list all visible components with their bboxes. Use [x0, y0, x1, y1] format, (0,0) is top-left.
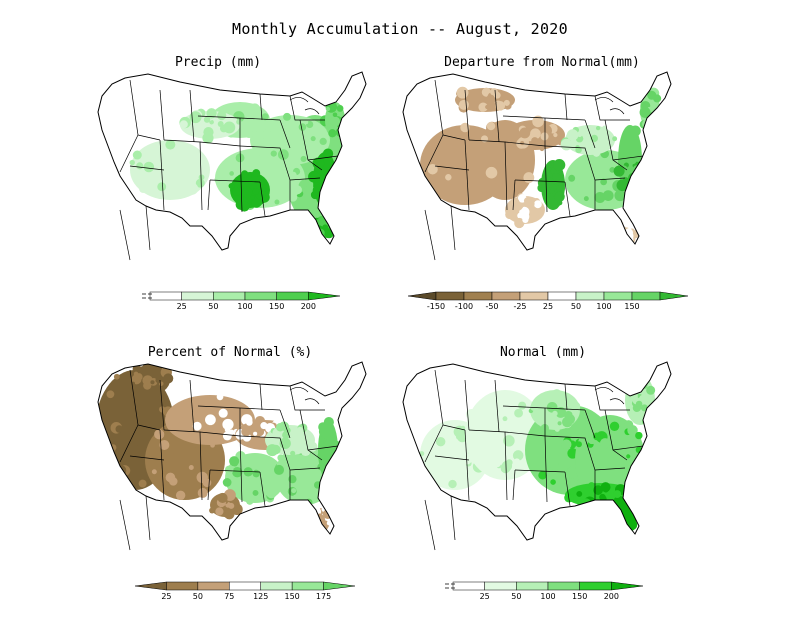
panel-title-normal: Normal (mm) — [499, 345, 587, 360]
normal-colorbar-swatch — [611, 581, 644, 591]
normal-colorbar-tick: 50 — [511, 592, 521, 601]
departure-state-borders — [424, 79, 644, 217]
precip-colorbar-swatch — [213, 291, 246, 301]
precip-colorbar-swatch — [308, 291, 341, 301]
figure-title: Monthly Accumulation -- August, 2020 — [232, 20, 568, 38]
normal-colorbar: 25 50 100 150 200 — [445, 581, 644, 601]
precip-colorbar-tick: 25 — [177, 302, 187, 311]
precip-colorbar-tick: 200 — [301, 302, 316, 311]
percent-map — [97, 361, 367, 551]
normal-coastline — [402, 361, 672, 541]
normal-state-borders — [424, 369, 644, 507]
percent-colorbar: 25 50 75 125 150 175 — [134, 581, 356, 601]
precip-shading — [98, 72, 366, 250]
percent-colorbar-swatch — [134, 581, 167, 591]
departure-coastline — [402, 71, 672, 251]
departure-colorbar-swatch — [547, 291, 577, 301]
departure-colorbar-tick: 100 — [596, 302, 611, 311]
normal-colorbar-tick: 150 — [572, 592, 587, 601]
departure-colorbar-swatch — [659, 291, 689, 301]
precip-colorbar-swatch — [276, 291, 309, 301]
normal-colorbar-swatch — [547, 581, 580, 591]
normal-colorbar-swatch — [484, 581, 517, 591]
percent-colorbar-swatch — [260, 581, 293, 591]
normal-colorbar-swatch — [516, 581, 549, 591]
normal-colorbar-lower-cap — [445, 583, 455, 589]
departure-colorbar-swatch — [631, 291, 661, 301]
precip-colorbar-tick: 100 — [237, 302, 252, 311]
percent-colorbar-swatch — [229, 581, 261, 591]
normal-colorbar-tick: 25 — [480, 592, 490, 601]
percent-state-borders — [119, 369, 339, 507]
normal-colorbar-tick: 200 — [604, 592, 619, 601]
percent-colorbar-tick: 150 — [285, 592, 300, 601]
departure-colorbar-swatch — [463, 291, 493, 301]
departure-colorbar-swatch — [491, 291, 521, 301]
departure-colorbar-tick: 150 — [624, 302, 639, 311]
normal-colorbar-swatch — [452, 581, 485, 591]
precip-colorbar-swatch — [149, 291, 182, 301]
precip-colorbar-swatch — [244, 291, 277, 301]
percent-colorbar-tick: 50 — [193, 592, 203, 601]
precip-colorbar-lower-cap — [142, 293, 152, 299]
departure-colorbar-tick: -50 — [485, 302, 498, 311]
precip-colorbar-tick: 150 — [269, 302, 284, 311]
departure-colorbar-tick: -25 — [513, 302, 526, 311]
percent-colorbar-swatch — [166, 581, 199, 591]
precip-colorbar-swatch — [181, 291, 214, 301]
departure-colorbar-swatch — [407, 291, 437, 301]
percent-colorbar-swatch — [197, 581, 230, 591]
departure-colorbar-swatch — [603, 291, 633, 301]
precip-map — [97, 71, 367, 261]
panel-title-departure: Departure from Normal(mm) — [444, 55, 640, 70]
precip-colorbar-tick: 50 — [208, 302, 218, 311]
normal-colorbar-swatch — [579, 581, 612, 591]
departure-colorbar-swatch — [435, 291, 465, 301]
departure-colorbar: -150 -100 -50 -25 25 50 100 150 — [407, 291, 689, 311]
percent-colorbar-tick: 75 — [224, 592, 234, 601]
panel-title-percent: Percent of Normal (%) — [147, 345, 313, 360]
percent-colorbar-swatch — [291, 581, 324, 591]
precip-colorbar: 25 50 100 150 200 — [142, 291, 341, 311]
percent-colorbar-swatch — [323, 581, 356, 591]
percent-colorbar-tick: 175 — [316, 592, 331, 601]
departure-colorbar-tick: -150 — [427, 302, 445, 311]
departure-map — [402, 71, 672, 261]
departure-colorbar-swatch — [575, 291, 605, 301]
departure-colorbar-tick: 50 — [571, 302, 581, 311]
percent-colorbar-tick: 125 — [253, 592, 268, 601]
departure-colorbar-tick: 25 — [543, 302, 553, 311]
precip-coastline — [97, 71, 367, 251]
departure-colorbar-tick: -100 — [455, 302, 473, 311]
normal-map — [402, 361, 672, 551]
percent-colorbar-tick: 25 — [161, 592, 171, 601]
percent-coastline — [97, 361, 367, 541]
panel-title-precip: Precip (mm) — [174, 55, 262, 70]
normal-colorbar-tick: 100 — [540, 592, 555, 601]
departure-colorbar-swatch — [519, 291, 549, 301]
precip-state-borders — [119, 79, 339, 217]
